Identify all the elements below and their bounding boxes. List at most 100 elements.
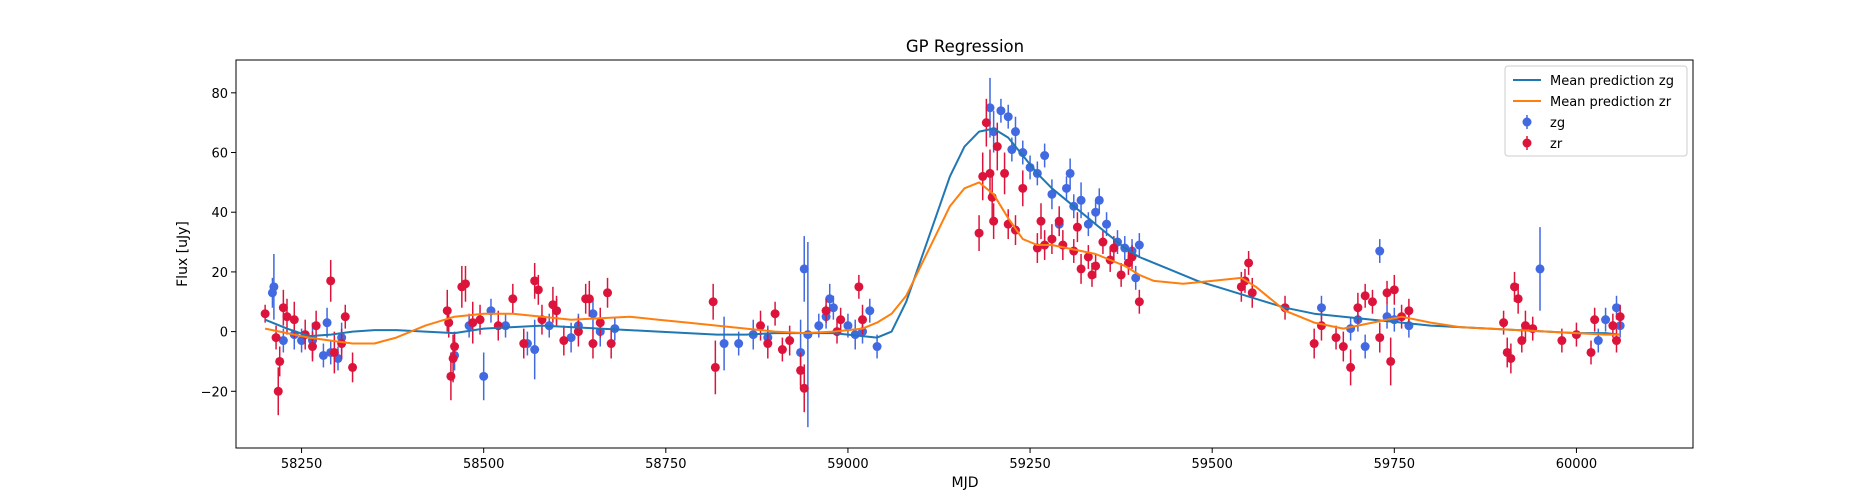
data-point: [1047, 189, 1057, 199]
data-point: [460, 279, 470, 289]
data-point: [843, 321, 853, 331]
data-point: [1520, 321, 1530, 331]
data-point: [872, 342, 882, 352]
data-point: [1000, 168, 1010, 178]
data-point: [1593, 336, 1603, 346]
data-point: [444, 318, 454, 328]
data-point: [289, 315, 299, 325]
data-point: [719, 339, 729, 349]
data-point: [1047, 234, 1057, 244]
data-point: [606, 339, 616, 349]
data-point: [519, 339, 529, 349]
data-point: [1076, 195, 1086, 205]
data-point: [530, 345, 540, 355]
data-point: [1098, 237, 1108, 247]
data-point: [836, 315, 846, 325]
x-axis-label: MJD: [952, 475, 979, 491]
data-point: [821, 306, 831, 316]
data-point: [710, 362, 720, 372]
data-point: [1389, 285, 1399, 295]
data-point: [559, 336, 569, 346]
data-point: [282, 312, 292, 322]
data-point: [260, 309, 270, 319]
chart-title: GP Regression: [906, 37, 1024, 56]
data-point: [1513, 294, 1523, 304]
data-point: [450, 342, 460, 352]
data-point: [448, 353, 458, 363]
data-point: [854, 282, 864, 292]
data-point: [1375, 333, 1385, 343]
data-point: [825, 294, 835, 304]
data-point: [996, 106, 1006, 116]
x-tick-label: 59250: [1009, 457, 1050, 472]
data-point: [269, 282, 279, 292]
data-point: [985, 168, 995, 178]
data-point: [329, 347, 339, 357]
data-point: [1010, 127, 1020, 137]
data-point: [1382, 288, 1392, 298]
data-point: [552, 306, 562, 316]
data-point: [573, 327, 583, 337]
y-axis: −20 0 20 40 60 80: [201, 87, 236, 400]
data-point: [1018, 148, 1028, 158]
data-point: [1134, 240, 1144, 250]
data-point: [777, 345, 787, 355]
legend-label: Mean prediction zr: [1550, 95, 1672, 110]
data-point: [566, 333, 576, 343]
data-point: [828, 303, 838, 313]
data-point: [273, 386, 283, 396]
x-tick-label: 59000: [827, 457, 868, 472]
data-point: [530, 276, 540, 286]
data-point: [1072, 222, 1082, 232]
data-point: [446, 371, 456, 381]
x-tick-label: 59750: [1374, 457, 1415, 472]
data-point: [326, 276, 336, 286]
data-point: [584, 294, 594, 304]
legend: Mean prediction zg Mean prediction zr zg zr: [1504, 65, 1688, 157]
data-point: [271, 333, 281, 343]
data-point: [1586, 347, 1596, 357]
data-point: [533, 285, 543, 295]
prediction-lines-layer: [264, 127, 1621, 345]
data-point: [311, 321, 321, 331]
y-axis-label: Flux [uJy]: [175, 221, 191, 287]
data-point: [756, 321, 766, 331]
data-point: [770, 309, 780, 319]
data-point: [1404, 306, 1414, 316]
data-point: [1517, 336, 1527, 346]
data-point: [1360, 291, 1370, 301]
data-point: [1134, 297, 1144, 307]
data-point: [1386, 356, 1396, 366]
data-point: [278, 303, 288, 313]
data-point: [865, 306, 875, 316]
data-point: [307, 342, 317, 352]
data-point: [1601, 315, 1611, 325]
data-point: [1091, 261, 1101, 271]
legend-label: Mean prediction zg: [1550, 74, 1674, 89]
data-point: [1612, 336, 1622, 346]
data-point: [858, 315, 868, 325]
data-point: [1375, 246, 1385, 256]
data-point: [1535, 264, 1545, 274]
data-point: [1557, 336, 1567, 346]
data-point: [1510, 282, 1520, 292]
x-tick-label: 58500: [463, 457, 504, 472]
data-point: [278, 336, 288, 346]
series-zr-points: [260, 98, 1625, 416]
data-point: [992, 142, 1002, 152]
data-point: [734, 339, 744, 349]
plot-frame: [235, 59, 1694, 449]
data-point: [1131, 273, 1141, 283]
data-point: [1506, 353, 1516, 363]
data-point: [785, 336, 795, 346]
data-point: [1083, 219, 1093, 229]
data-point: [595, 318, 605, 328]
data-point: [468, 318, 478, 328]
data-point: [1244, 258, 1254, 268]
line-mean-prediction-zr: [264, 181, 1621, 345]
x-tick-label: 60000: [1556, 457, 1597, 472]
data-point: [978, 171, 988, 181]
data-point: [340, 312, 350, 322]
data-point: [1360, 342, 1370, 352]
data-point: [1109, 243, 1119, 253]
